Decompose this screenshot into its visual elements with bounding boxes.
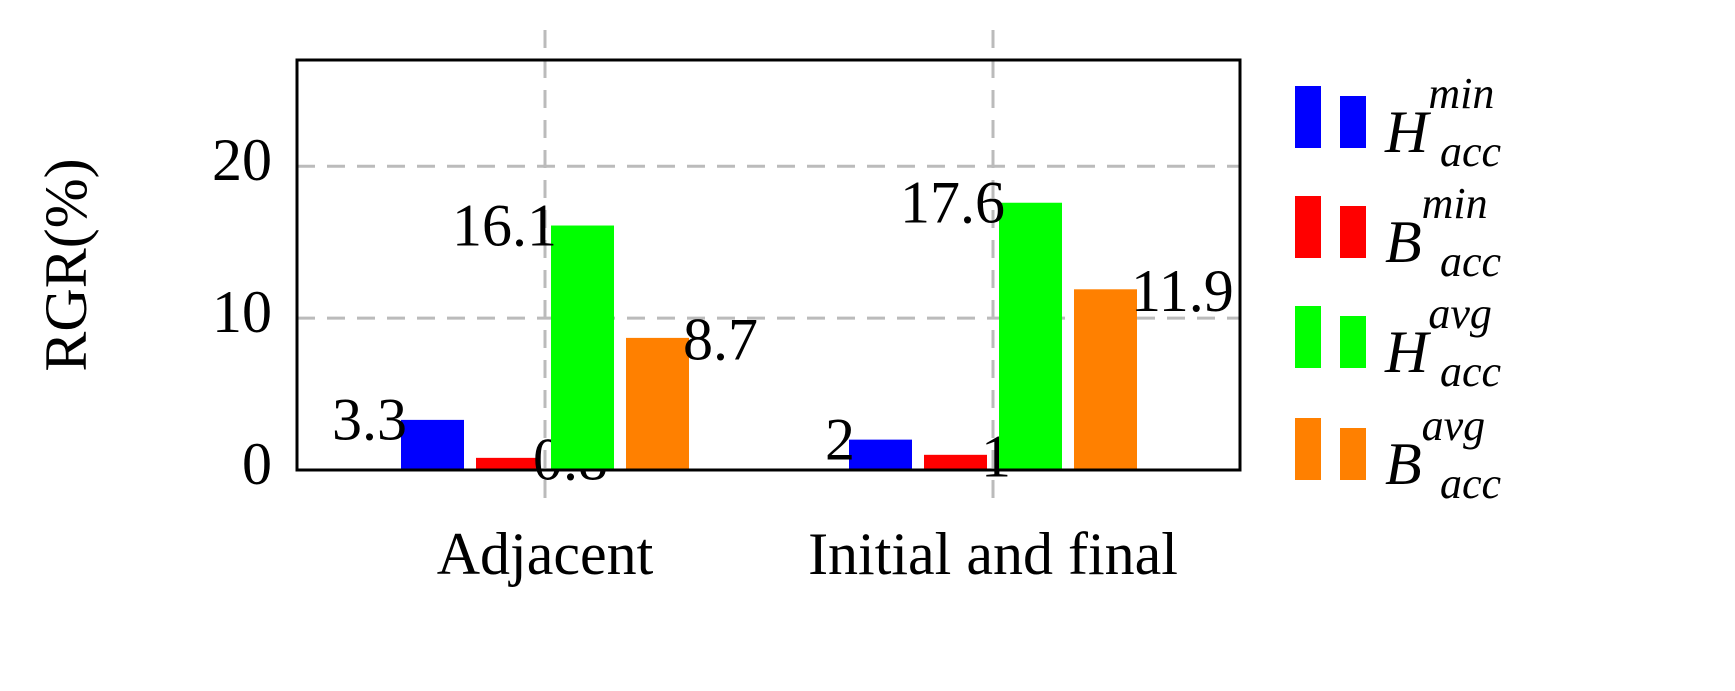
legend-swatch	[1340, 206, 1366, 258]
value-label: 17.6	[900, 170, 1005, 236]
legend-swatch	[1340, 428, 1366, 480]
value-label: 2	[825, 406, 855, 472]
legend-sub: acc	[1440, 459, 1502, 508]
legend-sup: min	[1422, 179, 1488, 228]
bar	[476, 457, 539, 470]
bar	[924, 454, 987, 470]
y-axis-label: RGR(%)	[33, 158, 99, 371]
bar	[401, 419, 464, 470]
bar	[1074, 289, 1137, 470]
value-label: 8.7	[683, 307, 758, 373]
legend-swatch	[1295, 418, 1321, 480]
bar	[551, 225, 614, 470]
legend-label: Havg acc	[1384, 289, 1502, 396]
bar	[626, 337, 689, 470]
y-tick-label: 0	[242, 431, 272, 497]
legend-swatch	[1295, 86, 1321, 148]
legend-swatch	[1295, 196, 1321, 258]
bar	[999, 202, 1062, 471]
value-label: 11.9	[1131, 258, 1234, 324]
bar	[849, 439, 912, 470]
legend-swatch	[1295, 306, 1321, 368]
legend-swatch	[1340, 316, 1366, 368]
y-tick-label: 10	[212, 279, 272, 345]
legend-label: Bmin acc	[1385, 179, 1502, 286]
legend-name: H	[1384, 99, 1432, 165]
legend-name: B	[1385, 209, 1422, 275]
legend-sup: min	[1428, 69, 1494, 118]
legend-name: H	[1384, 319, 1432, 385]
legend-name: B	[1385, 431, 1422, 497]
legend-sub: acc	[1440, 347, 1502, 396]
x-tick-label: Initial and final	[808, 521, 1178, 587]
legend-sup: avg	[1422, 401, 1486, 450]
legend-label: Bavg acc	[1385, 401, 1502, 508]
legend-swatch	[1340, 96, 1366, 148]
value-label: 16.1	[452, 192, 557, 258]
y-tick-label: 20	[212, 127, 272, 193]
plot-frame	[295, 58, 1242, 472]
legend-sub: acc	[1440, 127, 1502, 176]
x-tick-label: Adjacent	[437, 521, 654, 587]
legend-label: Hmin acc	[1384, 69, 1502, 176]
value-label: 3.3	[332, 387, 407, 453]
legend-sup: avg	[1428, 289, 1492, 338]
legend-sub: acc	[1440, 237, 1502, 286]
